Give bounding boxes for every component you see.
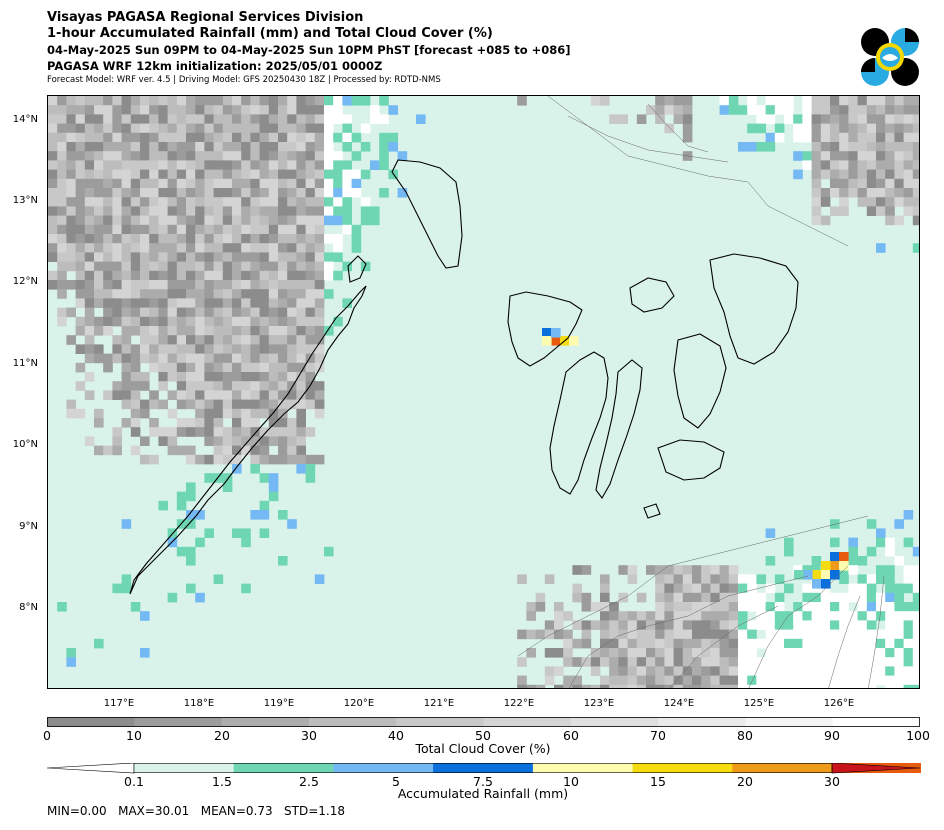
negros-coast (549, 351, 609, 495)
cloud-colorbar-title: Total Cloud Cover (%) (415, 741, 551, 756)
rainfall-colorbar (47, 763, 921, 774)
lon-label: 123°E (583, 698, 615, 709)
lon-label: 125°E (743, 698, 775, 709)
rain-tick-label: 20 (737, 774, 753, 789)
rain-tick-label: 15 (650, 774, 666, 789)
bohol-coast (657, 439, 725, 481)
lon-label: 126°E (823, 698, 855, 709)
cloud-rain-grid (48, 96, 919, 688)
lat-label: 8°N (19, 602, 38, 613)
map-panel (47, 95, 920, 689)
cloud-tick-label: 0 (43, 728, 51, 743)
cloud-colorbar-segment (483, 717, 572, 727)
lat-label: 12°N (12, 276, 38, 287)
rain-tick-label: 5 (392, 774, 400, 789)
pagasa-logo-icon (861, 28, 919, 86)
cloud-colorbar-segment (308, 717, 397, 727)
cebu-coast (595, 359, 643, 499)
palawan-coast (129, 285, 367, 595)
panay-coast (507, 291, 583, 367)
cloud-tick-label: 80 (737, 728, 753, 743)
cloud-tick-label: 60 (563, 728, 579, 743)
rain-colorbar-segment (333, 763, 434, 773)
lon-label: 121°E (423, 698, 455, 709)
masbate-coast (629, 277, 675, 313)
rain-colorbar-segment (433, 763, 534, 773)
cloud-tick-label: 30 (301, 728, 317, 743)
subtitle: 1-hour Accumulated Rainfall (mm) and Tot… (47, 26, 493, 41)
admin-boundaries (517, 96, 885, 688)
model-info: Forecast Model: WRF ver. 4.5 | Driving M… (47, 75, 441, 85)
lon-label: 124°E (663, 698, 695, 709)
cloud-colorbar-segment (832, 717, 920, 727)
cloud-colorbar-segment (47, 717, 135, 727)
rain-tick-label: 1.5 (212, 774, 232, 789)
lat-label: 14°N (12, 114, 38, 125)
valid-time: 04-May-2025 Sun 09PM to 04-May-2025 Sun … (47, 43, 571, 57)
rain-colorbar-segment (732, 763, 833, 773)
initialization: PAGASA WRF 12km initialization: 2025/05/… (47, 59, 383, 73)
cloud-colorbar-segment (658, 717, 746, 727)
rain-colorbar-segment (632, 763, 733, 773)
cloud-colorbar-segment (570, 717, 659, 727)
cloud-colorbar-segment (221, 717, 310, 727)
cloud-tick-label: 70 (650, 728, 666, 743)
lon-label: 117°E (103, 698, 135, 709)
cloud-colorbar-segment (134, 717, 223, 727)
rainfall-colorbar-title: Accumulated Rainfall (mm) (397, 786, 569, 801)
cloud-colorbar-segment (745, 717, 834, 727)
map-canvas (48, 96, 919, 688)
lat-label: 10°N (12, 439, 38, 450)
mindoro-coast (391, 159, 463, 269)
lon-label: 120°E (343, 698, 375, 709)
rain-colorbar-segment (233, 763, 334, 773)
lon-label: 122°E (503, 698, 535, 709)
coastlines (129, 159, 799, 595)
cloud-tick-label: 90 (824, 728, 840, 743)
cloud-tick-label: 10 (126, 728, 142, 743)
rain-tick-label: 0.1 (124, 774, 144, 789)
leyte-coast (673, 333, 727, 429)
lon-label: 119°E (263, 698, 295, 709)
rain-tick-label: 10 (563, 774, 579, 789)
rain-colorbar-under-arrow (47, 763, 135, 774)
samar-coast (709, 253, 799, 365)
cloud-tick-label: 40 (388, 728, 404, 743)
title: Visayas PAGASA Regional Services Divisio… (47, 10, 364, 25)
calamian-coast (347, 255, 367, 283)
lat-label: 11°N (12, 358, 38, 369)
rain-colorbar-segment (532, 763, 634, 773)
cloud-tick-label: 20 (214, 728, 230, 743)
cloud-tick-label: 50 (475, 728, 491, 743)
rain-tick-label: 30 (824, 774, 840, 789)
rain-colorbar-segment (134, 763, 235, 773)
siquijor-coast (643, 503, 661, 519)
lon-label: 118°E (183, 698, 215, 709)
statistics: MIN=0.00 MAX=30.01 MEAN=0.73 STD=1.18 (47, 804, 346, 818)
cloud-tick-label: 100 (906, 728, 930, 743)
cloud-cover-colorbar (47, 717, 920, 727)
cloud-colorbar-segment (396, 717, 484, 727)
lat-label: 13°N (12, 195, 38, 206)
lat-label: 9°N (19, 521, 38, 532)
rain-tick-label: 7.5 (473, 774, 493, 789)
rain-tick-label: 2.5 (299, 774, 319, 789)
